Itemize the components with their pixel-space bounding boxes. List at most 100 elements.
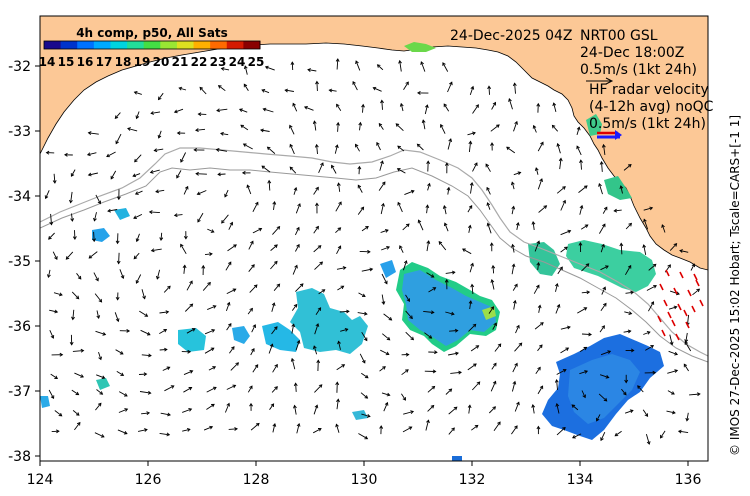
model-vector-arrow [554,282,559,292]
model-vector-arrow [135,274,142,284]
colorbar-label: 24 [229,55,246,69]
model-vector-arrow [358,292,366,298]
model-vector-arrow [537,344,543,352]
model-vector-arrow [551,124,559,132]
model-vector-arrow [491,101,497,110]
model-vector-arrow [180,152,187,163]
model-vector-arrow [74,372,84,378]
model-vector-arrow [361,226,369,232]
model-vector-arrow [668,305,678,310]
model-vector-arrow [160,412,171,417]
model-vector-arrow [133,213,143,220]
model-vector-arrow [448,351,459,356]
model-vector-arrow [405,294,410,303]
x-tick-label: 130 [351,472,378,488]
model-vector-arrow [402,223,410,231]
model-vector-arrow [48,232,55,240]
model-vector-arrow [579,204,584,215]
model-vector-arrow [336,182,341,192]
model-vector-arrow [335,381,340,393]
model-vector-arrow [512,299,517,310]
model-vector-arrow [506,146,516,154]
model-vector-arrow [444,278,449,290]
colorbar-swatch [127,41,145,49]
model-vector-arrow [447,81,453,93]
model-vector-arrow [261,165,271,173]
model-vector-arrow [186,280,193,291]
model-vector-arrow [379,160,384,171]
model-vector-arrow [271,386,278,393]
colorbar-label: 18 [115,55,132,69]
model-vector-arrow [438,241,447,251]
model-vector-arrow [336,398,340,410]
model-scale-arrow [586,77,614,85]
model-vector-arrow [204,347,215,354]
model-vector-arrow [531,404,536,414]
model-vector-arrow [336,103,342,111]
model-vector-arrow [690,263,696,271]
model-vector-arrow [614,430,622,437]
sst-patch [452,456,462,461]
model-vector-arrow [159,328,168,334]
model-vector-arrow [468,140,473,153]
colorbar-label: 21 [172,55,189,69]
model-vector-arrow [68,191,73,204]
radar-vector [685,321,690,329]
model-vector-arrow [488,406,497,414]
model-vector-arrow [515,324,520,334]
model-vector-arrow [247,385,253,393]
model-vector-arrow [421,119,426,130]
model-vector-arrow [183,370,194,376]
model-vector-arrow [50,373,59,379]
model-vector-arrow [273,283,281,291]
model-vector-arrow [252,201,259,213]
model-vector-arrow [560,199,567,211]
model-vector-arrow [426,160,431,172]
model-vector-arrow [314,143,319,155]
model-vector-arrow [623,329,632,334]
model-vector-arrow [560,246,568,253]
model-vector-arrow [357,165,362,175]
colorbar-label: 20 [153,55,170,69]
model-vector-arrow [96,374,106,380]
model-vector-arrow [64,152,73,157]
colorbar-swatch [60,41,78,49]
sst-patch [178,328,206,352]
model-vector-arrow [182,264,187,274]
model-vector-arrow [183,231,188,240]
model-vector-arrow [467,363,477,371]
model-vector-arrow [49,330,55,339]
radar-scale-label: 0.5m/s (1kt 24h) [589,116,706,132]
model-vector-arrow [252,364,259,373]
model-vector-arrow [467,131,476,136]
model-vector-arrow [571,404,579,411]
model-vector-arrow [668,350,679,356]
model-vector-arrow [269,403,275,410]
model-vector-arrow [260,128,270,133]
model-vector-arrow [427,404,435,412]
model-vector-arrow [96,389,104,395]
model-vector-arrow [397,201,403,213]
model-vector-arrow [314,323,320,335]
model-vector-arrow [398,59,402,72]
model-vector-arrow [240,124,249,131]
model-vector-arrow [314,261,324,270]
model-vector-arrow [248,240,254,250]
model-vector-arrow [536,102,541,113]
model-vector-arrow [572,433,582,439]
model-vector-arrow [426,240,431,252]
model-vector-arrow [469,182,474,194]
model-vector-arrow [428,350,438,355]
model-vector-arrow [494,343,502,352]
model-vector-arrow [315,202,319,214]
model-vector-arrow [358,433,369,440]
colorbar-swatch [193,41,211,49]
model-vector-arrow [336,245,342,255]
model-vector-arrow [683,363,689,372]
radar-vector [663,299,668,307]
model-time-label: 24-Dec 18:00Z [580,45,684,61]
model-vector-arrow [599,325,605,333]
model-vector-arrow [692,288,701,296]
model-vector-arrow [52,251,58,260]
model-vector-arrow [155,189,165,194]
